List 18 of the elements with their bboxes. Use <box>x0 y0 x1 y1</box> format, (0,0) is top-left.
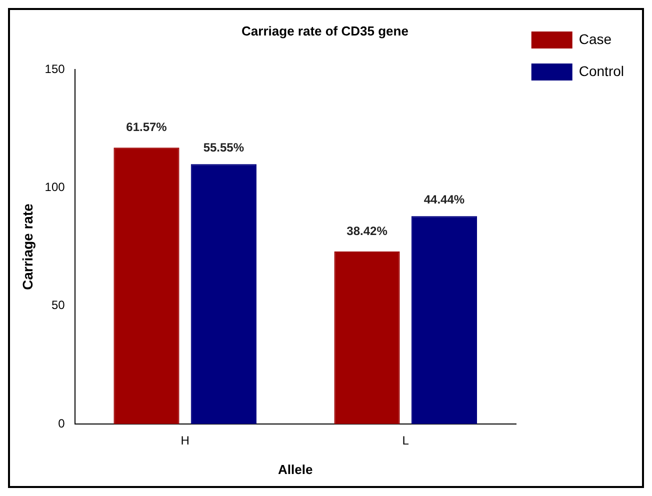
bar <box>114 148 180 424</box>
x-axis-title: Allele <box>278 462 313 477</box>
annotation: 55.55% <box>203 140 244 154</box>
y-tick-label: 100 <box>44 180 66 194</box>
y-tick-label: 50 <box>51 298 66 312</box>
y-axis-title: Carriage rate <box>19 203 36 290</box>
y-tick-label: 150 <box>44 62 66 76</box>
legend-label: Case <box>578 30 612 47</box>
annotation: 61.57% <box>126 120 168 134</box>
annotation: 44.44% <box>424 192 465 206</box>
x-tick-label: L <box>402 434 410 448</box>
y-tick-label: 0 <box>58 416 66 430</box>
bar <box>334 252 400 424</box>
chart-title: Carriage rate of CD35 gene <box>242 23 408 38</box>
bar <box>411 216 477 424</box>
annotation: 38.42% <box>346 224 388 238</box>
legend-label: Control <box>578 62 624 79</box>
x-tick-label: H <box>180 434 190 448</box>
